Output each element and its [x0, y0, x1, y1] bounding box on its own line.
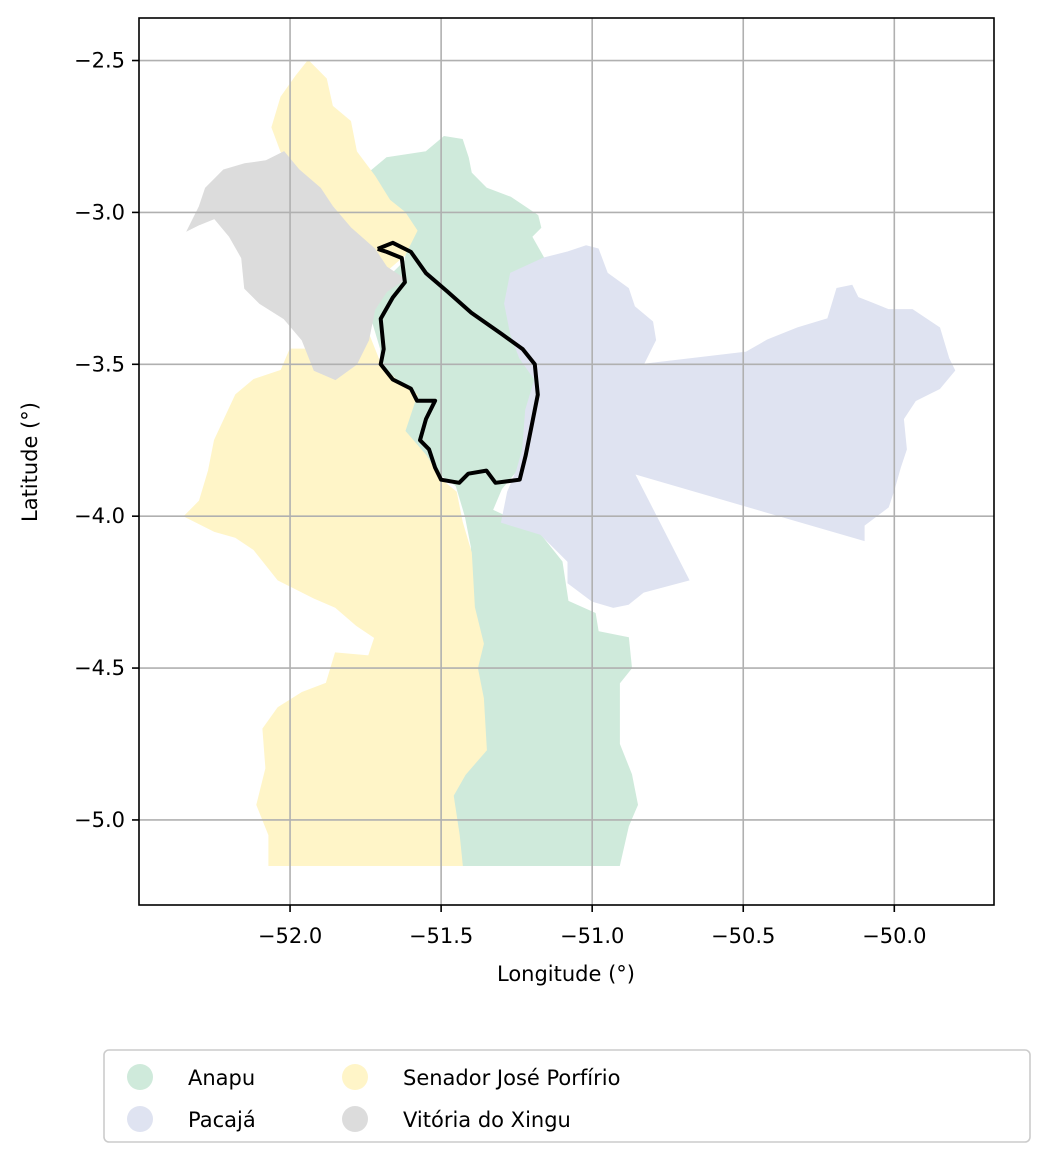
y-tick-label: −3.5 [74, 352, 125, 376]
legend-label-pacaja: Pacajá [188, 1108, 256, 1132]
y-tick-label: −3.0 [74, 200, 125, 224]
grid-lines [139, 18, 994, 905]
x-tick-label: −52.0 [258, 924, 322, 948]
legend-items: Anapu Pacajá Senador José Porfírio Vitória … [127, 1064, 620, 1132]
y-tick-label: −2.5 [74, 49, 125, 73]
legend-frame [103, 1049, 1031, 1143]
region-vitoria-do-xingu [186, 151, 406, 381]
legend-marker-pacaja [127, 1106, 153, 1132]
legend-marker-anapu [127, 1064, 153, 1090]
legend-label-anapu: Anapu [188, 1066, 255, 1090]
y-tick-label: −5.0 [74, 808, 125, 832]
x-axis-label: Longitude (°) [497, 962, 635, 986]
plot-area: −52.0 −51.5 −51.0 −50.5 −50.0 −2.5 −3.0 −3.5 −4… [74, 17, 995, 948]
y-axis-ticks: −2.5 −3.0 −3.5 −4.0 −4.5 −5.0 [74, 49, 139, 832]
outline-path [376, 240, 540, 485]
legend: Anapu Pacajá Senador José Porfírio Vitória … [103, 1049, 1031, 1143]
legend-label-vitoria-do-xingu: Vitória do Xingu [403, 1108, 571, 1132]
legend-marker-vitoria-do-xingu [342, 1106, 368, 1132]
x-tick-label: −51.5 [409, 924, 473, 948]
axes-frame [138, 17, 995, 906]
legend-marker-senador-jose-porfirio [342, 1064, 368, 1090]
y-tick-label: −4.0 [74, 504, 125, 528]
municipality-regions [183, 59, 956, 866]
x-axis-ticks: −52.0 −51.5 −51.0 −50.5 −50.0 [258, 905, 926, 948]
y-tick-label: −4.5 [74, 656, 125, 680]
x-tick-label: −51.0 [560, 924, 624, 948]
legend-label-senador-jose-porfirio: Senador José Porfírio [403, 1066, 620, 1090]
x-tick-label: −50.5 [711, 924, 775, 948]
study-area-outline [376, 240, 540, 485]
region-pacaja [500, 245, 956, 608]
x-tick-label: −50.0 [862, 924, 926, 948]
y-axis-label: Latitude (°) [18, 402, 42, 522]
